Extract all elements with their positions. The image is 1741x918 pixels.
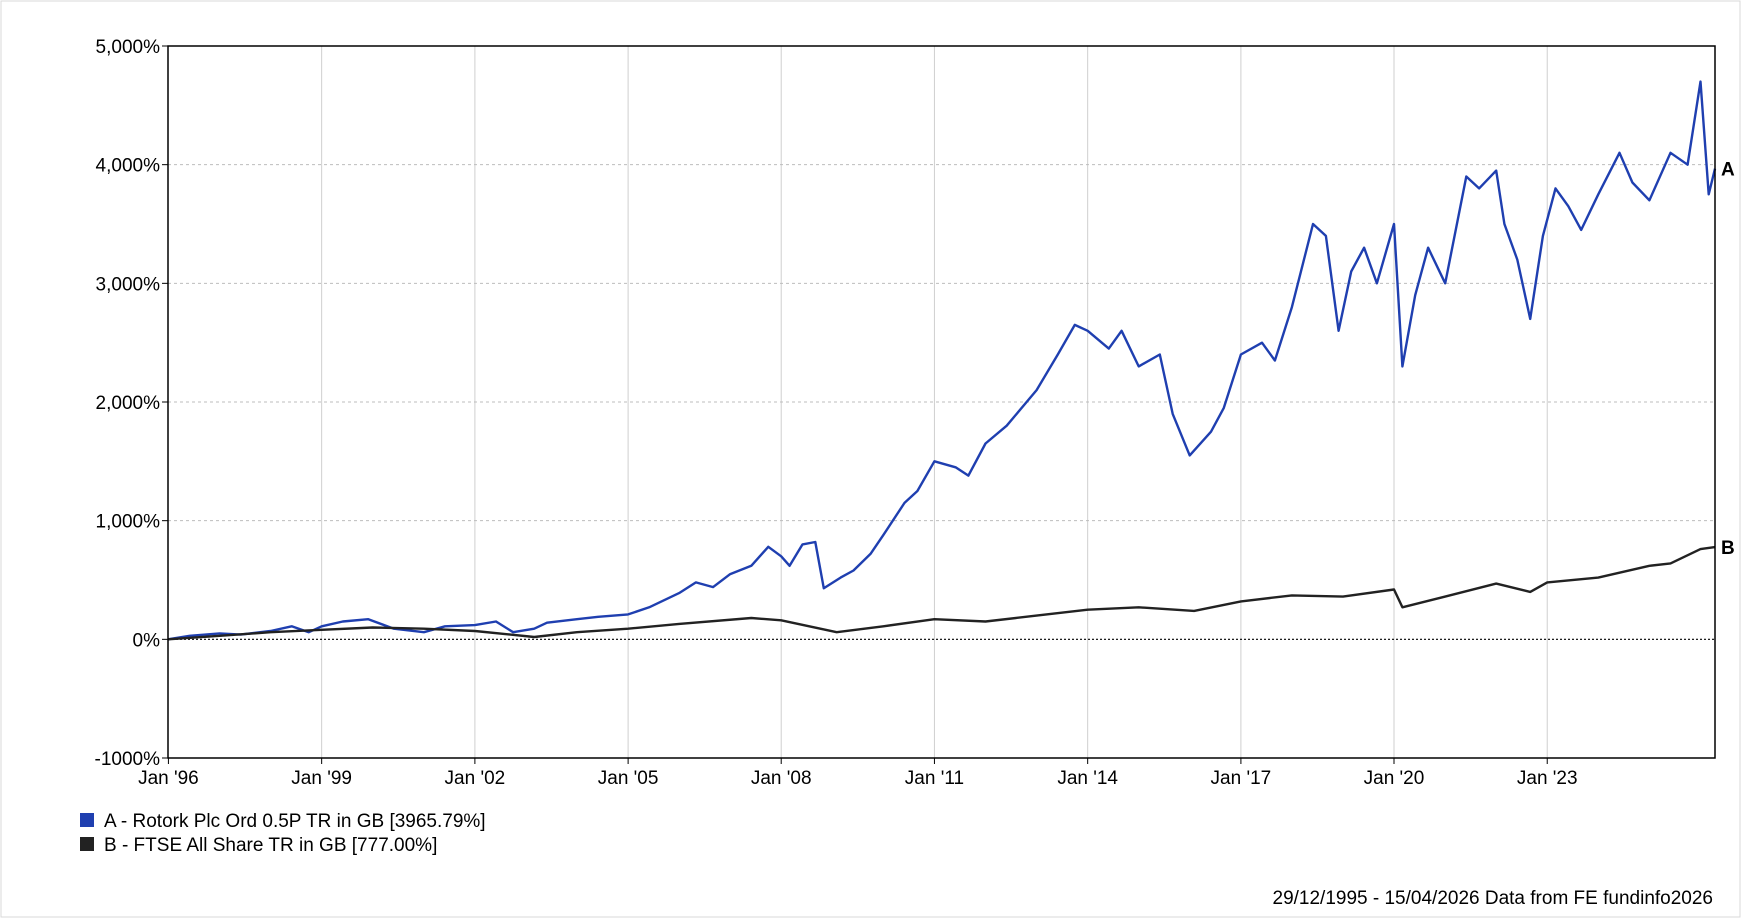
x-tick-label: Jan '20 [1364, 768, 1425, 789]
y-tick-label: 3,000% [96, 274, 161, 295]
x-tick-label: Jan '14 [1057, 768, 1118, 789]
y-tick-label: 4,000% [96, 156, 161, 177]
series-layer: AB [167, 80, 1735, 641]
series-line-a [167, 80, 1717, 641]
legend-label: A - Rotork Plc Ord 0.5P TR in GB [3965.7… [104, 811, 486, 832]
horizontal-gridlines [168, 164, 1715, 640]
x-tick-label: Jan '99 [291, 768, 352, 789]
x-axis-tick-labels: Jan '96 Jan '99 Jan '02 Jan '05 Jan '08 Jan '… [138, 758, 1578, 789]
plot-area-border [167, 45, 1716, 759]
x-tick-label: Jan '23 [1517, 768, 1578, 789]
y-tick-label: 0% [133, 630, 161, 651]
x-tick-label: Jan '02 [445, 768, 506, 789]
x-tick-label: Jan '08 [751, 768, 812, 789]
x-tick-label: Jan '17 [1211, 768, 1272, 789]
legend-label: B - FTSE All Share TR in GB [777.00%] [104, 835, 437, 856]
y-axis-tick-labels: 5,000% 4,000% 3,000% 2,000% 1,000% 0% -1000% [95, 37, 168, 770]
y-tick-label: 2,000% [96, 393, 161, 414]
x-tick-label: Jan '11 [905, 768, 964, 789]
series-end-label-b: B [1721, 538, 1735, 559]
series-end-label-a: A [1721, 160, 1735, 181]
legend-swatch [80, 837, 94, 851]
y-tick-label: 5,000% [96, 37, 161, 58]
footer-date-range: 29/12/1995 - 15/04/2026 Data from FE fun… [1273, 888, 1713, 909]
legend-swatch [80, 813, 94, 827]
legend: A - Rotork Plc Ord 0.5P TR in GB [3965.7… [80, 811, 486, 856]
x-tick-label: Jan '96 [138, 768, 199, 789]
x-tick-label: Jan '05 [598, 768, 659, 789]
y-tick-label: -1000% [95, 749, 161, 770]
y-tick-label: 1,000% [96, 512, 161, 533]
series-line-b [167, 545, 1716, 641]
